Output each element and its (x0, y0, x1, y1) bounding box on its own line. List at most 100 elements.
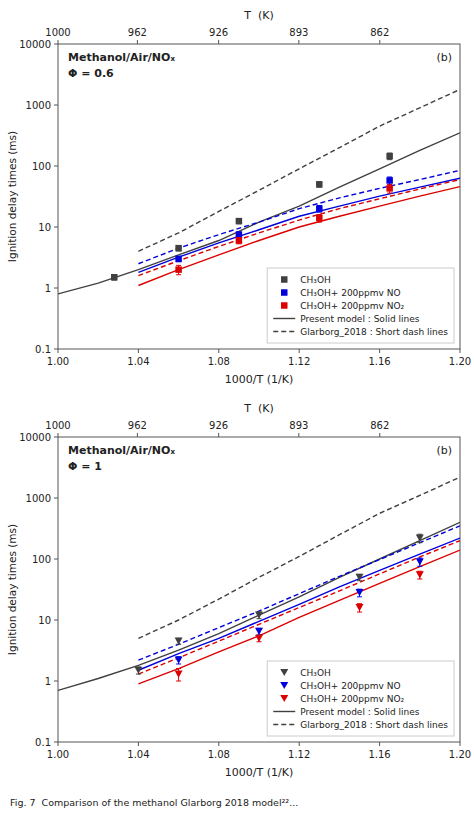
data-point (255, 612, 263, 619)
y-tick (54, 437, 58, 438)
legend-handle (280, 669, 288, 676)
error-bar-cap (357, 596, 362, 597)
y-tick (54, 166, 58, 167)
y-tick (54, 742, 58, 743)
error-bar (387, 177, 392, 184)
x2-tick (58, 433, 59, 437)
data-point (386, 153, 393, 160)
x-tick-label: 1.16 (368, 749, 390, 760)
point-layer (134, 534, 423, 681)
error-bar-cap (417, 579, 422, 580)
error-bar-cap (176, 274, 181, 275)
model-line (138, 170, 460, 263)
y-tick (54, 559, 58, 560)
legend-handle (273, 331, 295, 332)
x2-tick (137, 40, 138, 44)
x-tick-label: 1.16 (368, 356, 390, 367)
model-line (138, 526, 460, 660)
x-tick-label: 1.00 (47, 356, 69, 367)
legend-label: Glarborg_2018 : Short dash lines (300, 327, 448, 337)
data-point (236, 237, 243, 244)
error-bar (317, 215, 322, 223)
x2-tick-label: 893 (289, 420, 308, 431)
data-point (255, 635, 263, 642)
error-bar (112, 275, 117, 280)
x-tick (218, 349, 219, 353)
panel-label: (b) (436, 51, 452, 64)
x-tick-label: 1.04 (127, 749, 149, 760)
data-point (316, 205, 323, 212)
x-tick (379, 742, 380, 746)
caption: Fig. 7 Comparison of the methanol Glarbo… (10, 797, 298, 808)
data-point (175, 256, 182, 263)
x2-tick-label: 862 (370, 420, 389, 431)
legend-label: CH₃OH (300, 275, 331, 285)
x-tick (138, 349, 139, 353)
data-point (356, 574, 364, 581)
data-point (316, 215, 323, 222)
y-tick-label: 1 (45, 676, 51, 687)
panel-subtitle: Φ = 1 (68, 460, 102, 473)
x2-tick (137, 433, 138, 437)
y-tick-label: 10 (38, 222, 51, 233)
panel-title: Methanol/Air/NOₓ (68, 444, 175, 457)
x2-tick (58, 40, 59, 44)
data-point (175, 670, 183, 677)
panel: 0.11101001000100001.001.041.081.121.161.… (6, 402, 471, 779)
panel-label: (b) (436, 444, 452, 457)
legend-label: CH₃OH+ 200ppmv NO₂ (300, 301, 404, 311)
x-axis-label: 1000/T (1/K) (225, 766, 293, 779)
y-axis-label: Ignition delay times (ms) (6, 131, 18, 262)
x2-axis-label: T (K) (243, 9, 274, 22)
error-bar-cap (176, 681, 181, 682)
data-point (175, 638, 183, 645)
model-line (138, 541, 460, 674)
x-tick (58, 349, 59, 353)
data-point (175, 657, 183, 664)
x2-axis-label: T (K) (243, 402, 274, 415)
y-tick (54, 620, 58, 621)
error-bar-cap (417, 566, 422, 567)
data-point (134, 667, 142, 674)
error-bar (317, 206, 322, 213)
model-line (138, 180, 460, 276)
plot-frame (58, 437, 460, 742)
figure: 0.11101001000100001.001.041.081.121.161.… (0, 0, 474, 813)
x-tick-label: 1.12 (288, 356, 310, 367)
x-tick-label: 1.08 (208, 356, 230, 367)
data-point (416, 571, 424, 578)
x-tick (379, 349, 380, 353)
x-tick (58, 742, 59, 746)
plot-frame (58, 44, 460, 349)
y-tick-label: 100 (32, 161, 51, 172)
x2-tick (298, 433, 299, 437)
data-layer (58, 477, 460, 690)
line-layer (58, 477, 460, 690)
data-point (175, 245, 182, 252)
legend: CH₃OHCH₃OH+ 200ppmv NOCH₃OH+ 200ppmv NO₂… (267, 661, 454, 736)
x-tick (138, 742, 139, 746)
y-tick (54, 227, 58, 228)
legend-handle (281, 302, 288, 309)
y-tick (54, 288, 58, 289)
x2-tick-label: 926 (209, 420, 228, 431)
x-axis-label: 1000/T (1/K) (225, 373, 293, 386)
x2-tick-label: 926 (209, 27, 228, 38)
legend-handle (273, 724, 295, 725)
panel-subtitle: Φ = 0.6 (68, 67, 114, 80)
x2-tick-label: 962 (128, 27, 147, 38)
data-point (416, 558, 424, 565)
data-point (356, 589, 364, 596)
x-tick (218, 742, 219, 746)
y-axis-label: Ignition delay times (ms) (6, 524, 18, 655)
y-tick-label: 10000 (19, 432, 51, 443)
x-tick (460, 349, 461, 353)
error-bar (236, 232, 241, 238)
data-point (386, 177, 393, 184)
y-tick-label: 0.1 (35, 737, 51, 748)
x2-tick (218, 433, 219, 437)
error-bar (176, 246, 181, 251)
data-point (236, 231, 243, 238)
error-bar-cap (387, 184, 392, 185)
x-tick-label: 1.20 (449, 356, 471, 367)
